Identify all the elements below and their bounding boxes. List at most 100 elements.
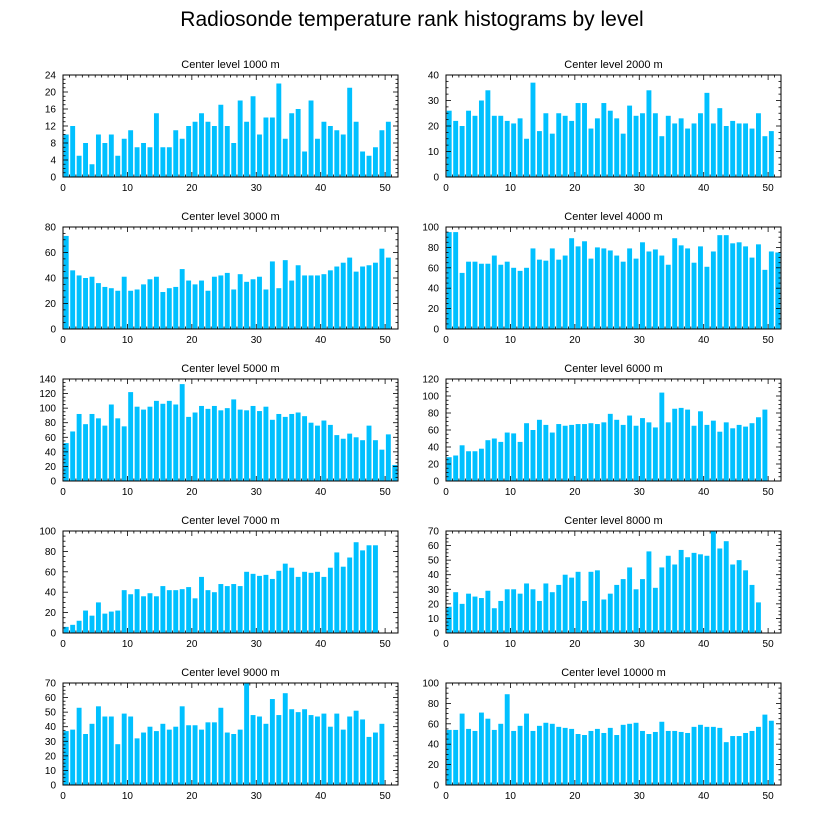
- bar: [63, 134, 69, 177]
- bar: [244, 410, 250, 481]
- bar: [756, 113, 761, 177]
- bar: [472, 730, 478, 785]
- bar: [672, 408, 678, 481]
- bar: [504, 432, 510, 481]
- bar: [607, 593, 613, 633]
- bar: [582, 241, 587, 329]
- bar: [334, 552, 340, 633]
- bar: [472, 596, 478, 633]
- bar: [478, 712, 484, 785]
- bar: [89, 276, 95, 329]
- bar: [472, 115, 478, 177]
- y-tick-label: 120: [422, 375, 439, 386]
- bar: [302, 709, 308, 785]
- bar: [691, 425, 697, 481]
- chart-panel: Center level 6000 m 0 10 20 30 40 50 0 20 40 60 80 1…: [422, 363, 782, 498]
- x-tick-label: 20: [186, 639, 198, 650]
- y-tick-label: 0: [433, 629, 439, 640]
- bar: [134, 589, 140, 633]
- bar: [321, 121, 327, 177]
- bar: [199, 113, 204, 177]
- bar: [730, 564, 736, 633]
- bar: [76, 155, 82, 177]
- bar: [269, 117, 275, 177]
- x-tick-label: 10: [505, 791, 517, 802]
- bar: [517, 270, 523, 329]
- bar: [276, 413, 282, 481]
- y-tick-label: 20: [45, 608, 57, 619]
- bar: [128, 392, 134, 481]
- x-tick-label: 50: [763, 335, 775, 346]
- bar: [121, 138, 127, 177]
- bar: [327, 126, 333, 177]
- x-tick-label: 0: [443, 791, 449, 802]
- bar: [749, 257, 755, 329]
- x-tick-label: 20: [186, 791, 198, 802]
- bar: [70, 270, 76, 329]
- y-tick-label: 100: [39, 527, 56, 538]
- y-tick-label: 0: [433, 477, 439, 488]
- bar: [498, 115, 504, 177]
- x-tick-label: 40: [698, 183, 710, 194]
- x-tick-label: 40: [315, 487, 327, 498]
- bar: [141, 596, 146, 633]
- bar: [153, 276, 159, 329]
- bar: [562, 574, 568, 633]
- bar: [743, 570, 749, 633]
- bar: [743, 123, 749, 177]
- bar: [575, 571, 581, 633]
- chart-title: Center level 8000 m: [564, 515, 662, 527]
- bar: [640, 730, 645, 785]
- bar: [128, 290, 134, 329]
- bar: [231, 289, 237, 329]
- bar: [691, 262, 697, 329]
- bar: [665, 115, 671, 177]
- bar: [263, 289, 269, 329]
- bar: [652, 587, 658, 633]
- bar: [173, 286, 179, 329]
- bar: [736, 560, 742, 633]
- bar: [646, 90, 652, 177]
- bar: [665, 264, 671, 329]
- chart-title: Center level 4000 m: [564, 211, 662, 223]
- y-tick-label: 10: [45, 766, 57, 777]
- bar: [321, 274, 327, 329]
- bar: [218, 584, 224, 633]
- chart-panel: Center level 1000 m 0 10 20 30 40 50 0 4 8 12 16 20 2…: [45, 59, 399, 194]
- bar: [147, 279, 153, 329]
- y-tick-label: 40: [428, 443, 440, 454]
- y-tick-label: 60: [428, 426, 440, 437]
- bar: [83, 278, 88, 329]
- bar: [698, 724, 703, 785]
- x-tick-label: 30: [251, 487, 263, 498]
- bar: [166, 147, 172, 177]
- bar: [83, 610, 88, 633]
- bar: [685, 128, 691, 177]
- x-tick-label: 40: [315, 791, 327, 802]
- bar: [153, 113, 159, 177]
- bar: [678, 245, 684, 329]
- y-tick-label: 20: [45, 462, 57, 473]
- bar: [530, 430, 536, 481]
- bar: [717, 235, 723, 329]
- x-tick-label: 10: [505, 487, 517, 498]
- bar: [295, 712, 301, 785]
- bar: [83, 734, 88, 785]
- bar: [717, 548, 723, 633]
- bar: [295, 109, 301, 177]
- x-tick-label: 0: [60, 335, 66, 346]
- bar: [282, 260, 288, 329]
- bar: [282, 138, 288, 177]
- bar: [633, 258, 639, 329]
- bar: [569, 728, 575, 785]
- bar: [95, 134, 101, 177]
- bar: [698, 113, 703, 177]
- bar: [588, 128, 594, 177]
- bar: [536, 419, 542, 481]
- bar: [646, 734, 652, 785]
- chart-panel: Center level 10000 m 0 10 20 30 40 50 0 20 40 60 80…: [422, 667, 782, 802]
- y-tick-label: 40: [428, 71, 440, 82]
- bar: [498, 600, 504, 633]
- x-tick-label: 0: [443, 639, 449, 650]
- bar: [685, 732, 691, 785]
